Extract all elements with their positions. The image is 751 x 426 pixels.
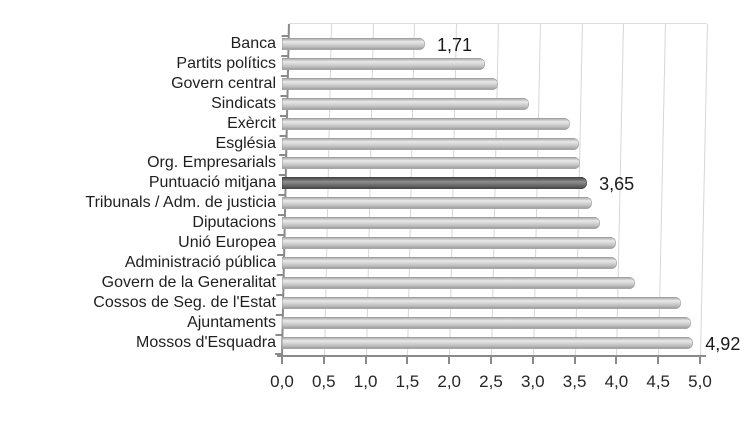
value-label: 1,71: [436, 35, 472, 55]
bar: [282, 256, 618, 269]
x-tick-label: 2,0: [437, 372, 461, 391]
x-tick-mark: [322, 357, 325, 364]
category-label: Puntuació mitjana: [148, 174, 276, 192]
y-tick-mark: [279, 134, 287, 137]
y-tick-mark: [277, 234, 285, 237]
bar: [282, 157, 581, 170]
category-label: Diputacions: [192, 214, 276, 232]
x-tick-mark: [448, 357, 451, 364]
bar: [282, 57, 486, 70]
y-tick-mark: [280, 114, 288, 117]
x-tick-mark: [531, 357, 534, 364]
y-tick-mark: [280, 94, 288, 97]
x-tick-label: 0,5: [311, 372, 336, 391]
bar: [282, 276, 635, 289]
x-tick-label: 1,0: [353, 372, 378, 391]
value-label: 3,65: [599, 174, 635, 195]
y-tick-mark: [278, 174, 286, 177]
x-tick-mark: [573, 357, 576, 364]
x-tick-label: 0,0: [270, 372, 294, 391]
category-label: Sindicats: [211, 94, 276, 112]
category-label: Org. Empresarials: [147, 154, 276, 172]
x-tick-mark: [281, 357, 283, 364]
bar-highlight: [282, 177, 588, 190]
bar: [282, 97, 530, 110]
x-tick-mark: [657, 357, 660, 364]
gridline: [700, 24, 708, 356]
x-tick-mark: [406, 357, 409, 364]
plot-area: [275, 23, 708, 356]
x-tick-mark: [699, 357, 701, 364]
category-label: Unió Europea: [178, 234, 276, 251]
x-tick-mark: [364, 357, 367, 364]
x-tick-label: 4,0: [604, 372, 629, 391]
category-label: Govern de la Generalitat: [101, 273, 276, 291]
y-tick-mark: [281, 35, 289, 38]
category-label: Tribunals / Adm. de justicia: [85, 194, 276, 212]
bar: [282, 336, 694, 349]
bar: [282, 237, 617, 249]
x-tick-mark: [490, 357, 492, 364]
y-tick-mark: [281, 54, 289, 57]
y-tick-mark: [277, 214, 285, 217]
bar: [282, 117, 570, 130]
bar: [282, 77, 498, 90]
y-tick-mark: [276, 273, 284, 276]
x-tick-label: 1,5: [395, 372, 420, 391]
category-label: Banca: [230, 35, 276, 52]
x-tick-label: 3,5: [562, 372, 587, 391]
y-tick-mark: [275, 313, 283, 316]
y-tick-mark: [276, 293, 284, 296]
y-tick-mark: [277, 253, 285, 256]
bar: [282, 217, 600, 230]
value-label: 4,92: [705, 333, 741, 354]
y-tick-mark: [280, 74, 288, 77]
x-axis-line: [277, 355, 706, 357]
bar: [282, 197, 593, 210]
y-tick-mark: [278, 194, 286, 197]
category-label: Ajuntaments: [187, 313, 276, 331]
category-label: Govern central: [171, 74, 276, 92]
category-label: Partits polítics: [176, 54, 276, 72]
x-tick-label: 5,0: [688, 372, 712, 391]
bar: [282, 137, 579, 150]
category-label: Administració pública: [124, 253, 276, 271]
y-tick-mark: [275, 333, 283, 336]
x-tick-label: 2,5: [479, 372, 503, 391]
x-tick-mark: [615, 357, 618, 364]
category-label: Mossos d'Esquadra: [135, 333, 276, 351]
bar: [282, 38, 425, 50]
x-tick-label: 4,5: [646, 372, 670, 391]
bar: [282, 316, 691, 329]
category-label: Església: [215, 134, 276, 152]
category-label: Exèrcit: [227, 114, 276, 132]
x-tick-label: 3,0: [520, 372, 545, 391]
category-label: Cossos de Seg. de l'Estat: [93, 293, 276, 311]
bar: [282, 296, 681, 309]
y-tick-mark: [279, 154, 287, 157]
